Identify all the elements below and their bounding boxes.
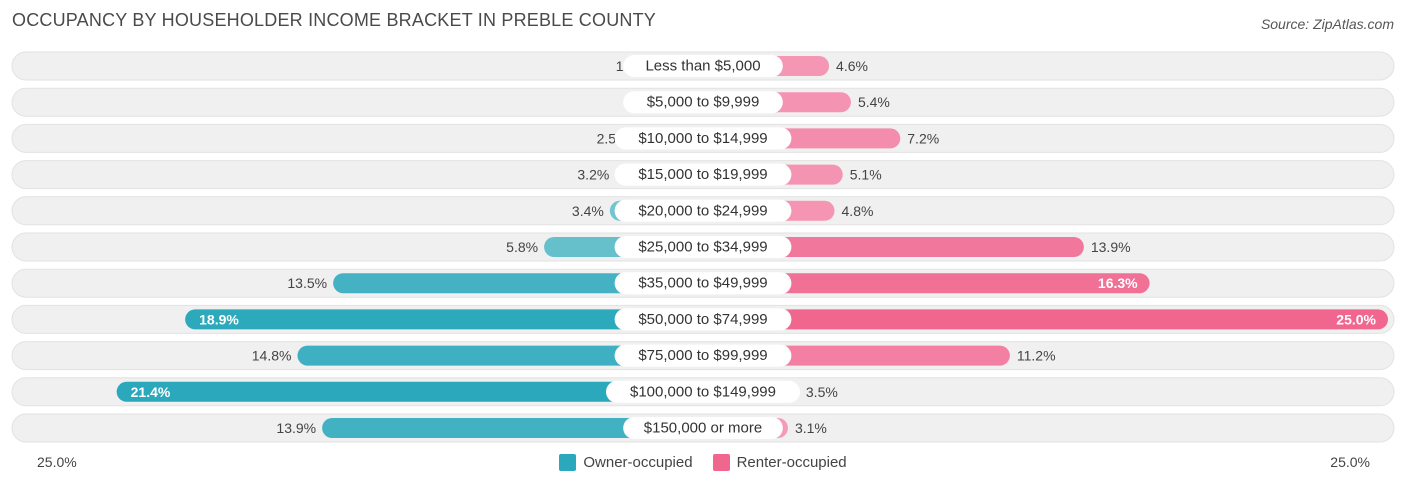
value-label-renter: 4.6%	[836, 58, 868, 74]
legend: Owner-occupied Renter-occupied	[0, 454, 1406, 471]
category-label: $20,000 to $24,999	[638, 202, 767, 219]
chart-title: OCCUPANCY BY HOUSEHOLDER INCOME BRACKET …	[12, 10, 656, 30]
bar-owner	[116, 381, 713, 402]
category-pill	[614, 163, 792, 186]
bar-owner	[322, 418, 713, 438]
category-pill	[614, 199, 792, 222]
category-label: $10,000 to $14,999	[638, 130, 767, 147]
category-pill	[614, 272, 792, 295]
category-pill	[606, 380, 800, 403]
legend-label-renter: Renter-occupied	[736, 454, 847, 471]
value-label-renter: 13.9%	[1091, 239, 1131, 255]
value-label-owner: 13.5%	[287, 275, 327, 291]
legend-item-owner[interactable]: Owner-occupied	[559, 454, 693, 471]
value-label-renter: 5.4%	[858, 94, 890, 110]
value-label-renter: 4.8%	[842, 203, 874, 219]
category-label: $100,000 to $149,999	[630, 383, 776, 400]
category-pill	[623, 417, 783, 439]
value-label-owner: 13.9%	[276, 420, 316, 436]
bar-owner	[297, 345, 713, 366]
category-label: $5,000 to $9,999	[647, 94, 760, 111]
axis-left-label: 25.0%	[37, 454, 77, 470]
value-label-renter: 3.1%	[795, 420, 827, 436]
value-label-renter: 11.2%	[1017, 348, 1056, 364]
category-label: $150,000 or more	[644, 420, 762, 437]
category-label: $25,000 to $34,999	[638, 239, 767, 256]
value-label-owner: 5.8%	[506, 239, 538, 255]
category-pill	[623, 55, 783, 77]
value-label-owner: 21.4%	[131, 384, 171, 400]
chart-area: 1.8%4.6%Less than $5,0000.85%5.4%$5,000 …	[11, 51, 1395, 443]
value-label-renter: 25.0%	[1336, 311, 1376, 327]
category-pill	[614, 236, 792, 258]
value-label-owner: 14.8%	[252, 348, 292, 364]
axis-right-label: 25.0%	[1330, 454, 1370, 470]
value-label-renter: 5.1%	[850, 167, 882, 183]
category-label: Less than $5,000	[645, 58, 760, 75]
category-label: $15,000 to $19,999	[638, 166, 767, 183]
bar-renter	[693, 273, 1150, 294]
bar-owner	[185, 309, 713, 330]
category-pill	[623, 91, 783, 114]
category-pill	[614, 127, 792, 150]
value-label-owner: 3.2%	[577, 167, 609, 183]
value-label-owner: 3.4%	[572, 203, 604, 219]
legend-item-renter[interactable]: Renter-occupied	[712, 454, 847, 471]
category-pill	[614, 308, 792, 331]
category-label: $75,000 to $99,999	[638, 347, 767, 364]
value-label-renter: 7.2%	[907, 130, 939, 146]
legend-label-owner: Owner-occupied	[583, 454, 693, 471]
value-label-renter: 16.3%	[1098, 275, 1138, 291]
source-label: Source: ZipAtlas.com	[1260, 16, 1394, 32]
legend-swatch-owner	[559, 454, 577, 471]
bar-renter	[693, 237, 1084, 257]
legend-swatch-renter	[712, 454, 730, 471]
value-label-renter: 3.5%	[806, 384, 838, 400]
bar-renter	[693, 309, 1388, 330]
value-label-owner: 18.9%	[199, 311, 239, 327]
category-label: $50,000 to $74,999	[638, 311, 767, 328]
category-label: $35,000 to $49,999	[638, 275, 767, 292]
category-pill	[614, 344, 792, 367]
